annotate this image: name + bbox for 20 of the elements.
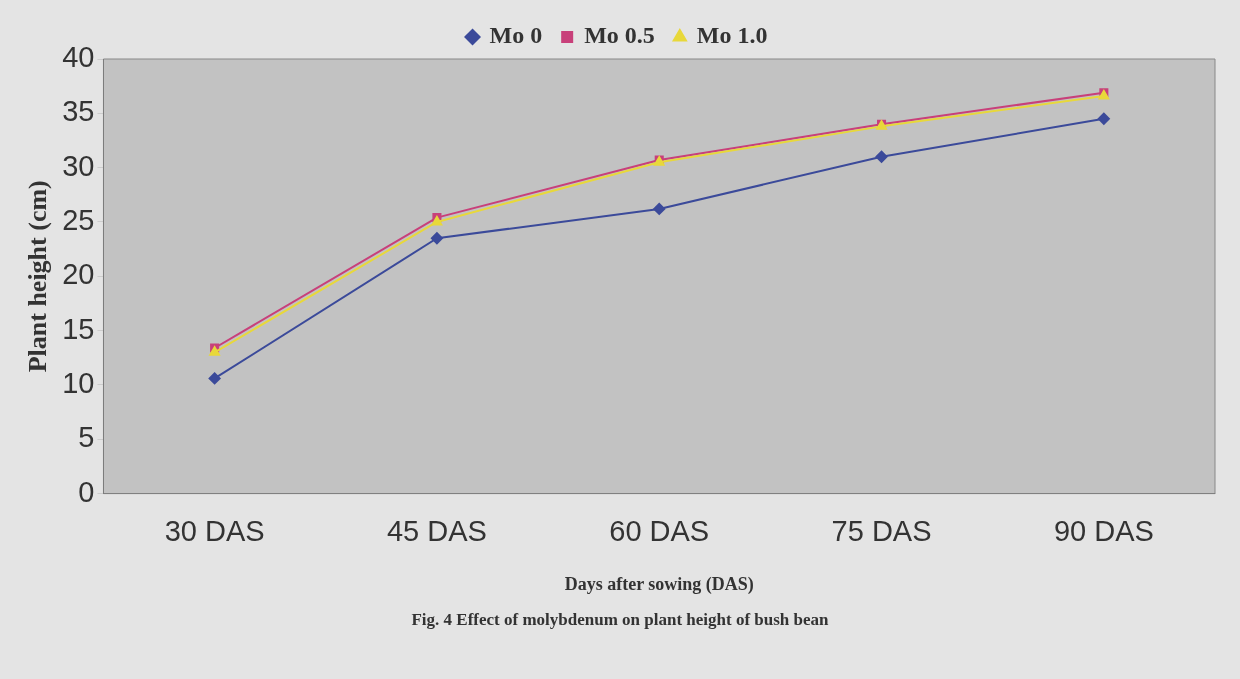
y-tick-label: 0 xyxy=(78,475,95,508)
y-tick-label: 20 xyxy=(62,258,95,291)
x-axis-title: Days after sowing (DAS) xyxy=(564,573,754,595)
legend-label: Mo 0 xyxy=(489,22,543,49)
x-tick-label: 45 DAS xyxy=(386,515,487,547)
y-tick-label: 40 xyxy=(62,41,95,73)
y-tick-label: 15 xyxy=(62,312,95,345)
y-tick-label: 25 xyxy=(62,203,95,236)
y-tick-label: 30 xyxy=(62,149,95,182)
y-tick-label: 35 xyxy=(62,95,95,128)
x-tick-label: 60 DAS xyxy=(609,515,710,547)
legend-label: Mo 0.5 xyxy=(584,22,655,49)
legend-label: Mo 1.0 xyxy=(696,22,768,49)
x-tick-label: 75 DAS xyxy=(831,515,932,547)
x-tick-label: 30 DAS xyxy=(164,515,265,547)
y-tick-label: 10 xyxy=(62,366,95,399)
caption: Fig. 4 Effect of molybdenum on plant height of bush bean xyxy=(410,610,830,630)
y-axis-title: Plant height (cm) xyxy=(23,180,53,373)
y-tick-label: 5 xyxy=(78,421,95,454)
x-tick-label: 90 DAS xyxy=(1053,515,1154,547)
